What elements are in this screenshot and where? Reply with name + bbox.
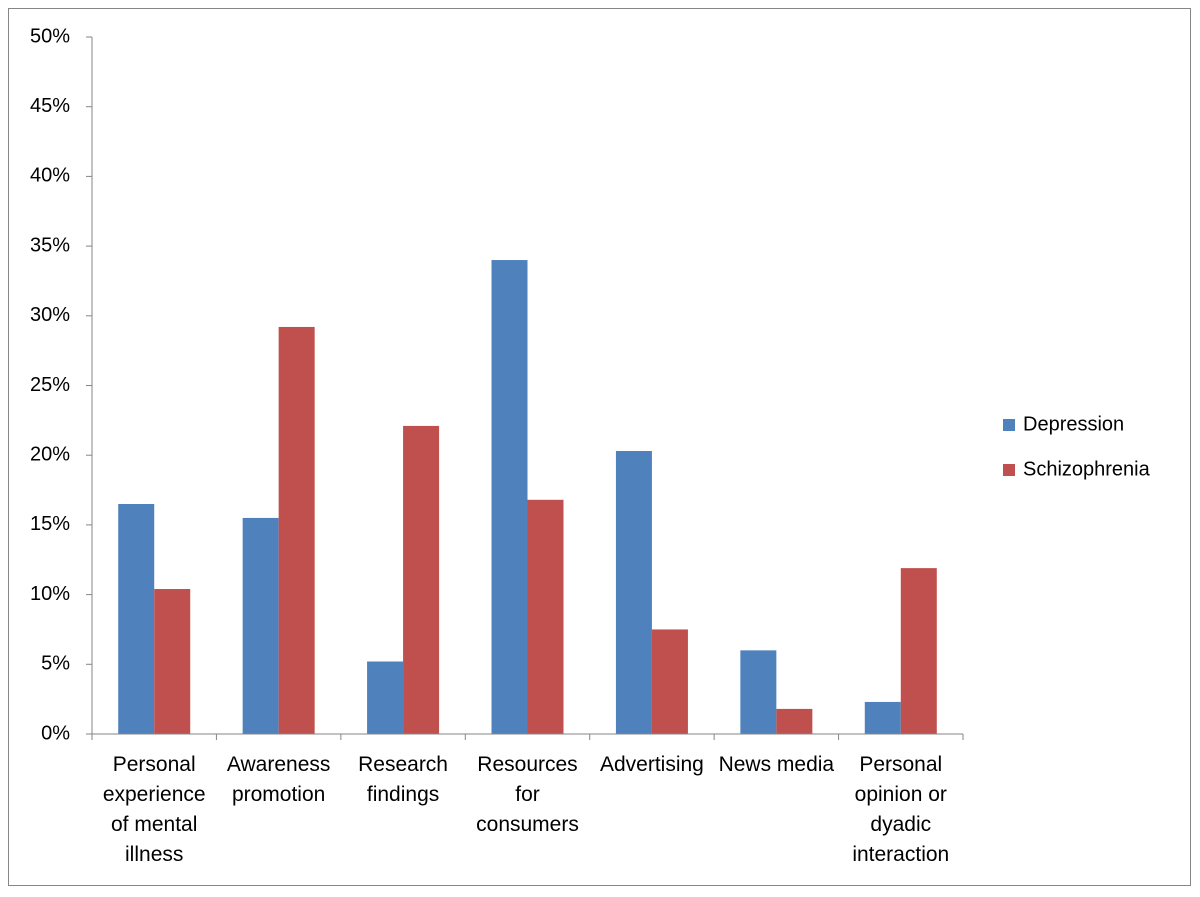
bar — [118, 503, 155, 734]
y-tick-label: 0% — [41, 722, 70, 744]
bar — [491, 260, 528, 734]
y-tick-label: 10% — [30, 583, 70, 605]
bar — [900, 568, 937, 734]
x-tick-label: Advertising — [599, 753, 704, 776]
bar — [367, 661, 404, 734]
bar — [278, 326, 315, 734]
y-tick-label: 50% — [30, 25, 70, 47]
legend-swatch — [1003, 464, 1015, 476]
y-tick-label: 40% — [30, 165, 70, 187]
bar — [242, 517, 279, 734]
bar — [527, 499, 564, 734]
y-tick-label: 5% — [41, 653, 70, 675]
y-tick-label: 20% — [30, 443, 70, 465]
bar — [776, 708, 813, 734]
chart-border — [8, 8, 1191, 886]
bar — [154, 589, 191, 734]
x-tick-label: News media — [718, 753, 835, 776]
x-tick-label: Personal opinion or dyadic interaction — [852, 753, 950, 866]
legend-label: Schizophrenia — [1023, 458, 1151, 480]
y-tick-label: 35% — [30, 234, 70, 256]
y-tick-label: 45% — [30, 95, 70, 117]
legend-label: Depression — [1023, 413, 1124, 435]
y-tick-label: 25% — [30, 374, 70, 396]
x-tick-label: Resources for consumers — [476, 753, 579, 836]
y-tick-label: 30% — [30, 304, 70, 326]
legend-swatch — [1003, 419, 1015, 431]
bar — [651, 629, 688, 734]
y-tick-label: 15% — [30, 513, 70, 535]
bar — [864, 701, 901, 734]
bar — [615, 451, 652, 734]
x-tick-label: Personal experience of mental illness — [102, 753, 206, 866]
x-tick-label: Research findings — [358, 753, 448, 806]
bar — [740, 650, 777, 734]
bar — [403, 425, 440, 734]
x-tick-label: Awareness promotion — [226, 753, 331, 806]
